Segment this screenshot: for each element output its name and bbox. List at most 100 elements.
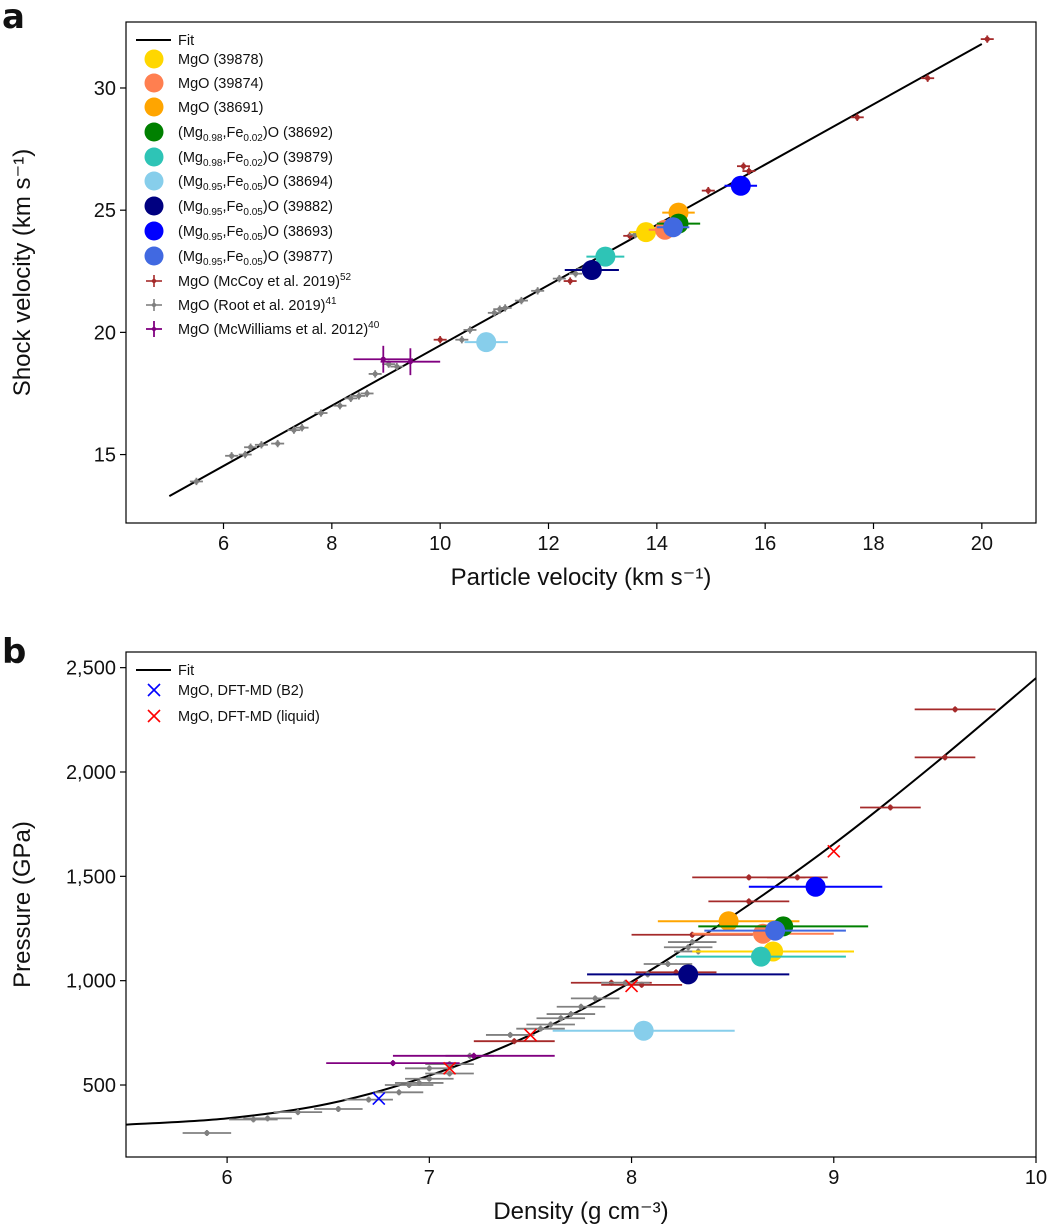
a-literature-point xyxy=(287,426,301,434)
a-literature-point xyxy=(514,296,528,305)
a-xtick-label: 6 xyxy=(218,533,229,555)
b-sample-point xyxy=(676,946,846,967)
a-sample-marker xyxy=(581,260,602,281)
panel-letter-a: a xyxy=(2,0,25,37)
b-plot-area xyxy=(126,677,1036,1137)
a-sample-point xyxy=(656,217,690,238)
a-xtick-label: 12 xyxy=(537,533,559,555)
b-literature-point xyxy=(405,1075,454,1082)
b-dft-point xyxy=(624,979,639,993)
legend-a-marker-fe05-38694 xyxy=(144,171,164,191)
a-xtick-label: 18 xyxy=(862,533,884,555)
b-literature-point xyxy=(273,1109,323,1116)
legend-b-label-b2: MgO, DFT-MD (B2) xyxy=(178,683,304,699)
a-xtick-label: 8 xyxy=(326,533,337,555)
a-sample-point xyxy=(586,246,625,267)
b-sample-marker xyxy=(765,920,786,941)
legend-a-marker-mgo-38691 xyxy=(144,97,164,117)
a-xaxis-label: Particle velocity (km s⁻¹) xyxy=(451,564,712,591)
a-literature-point xyxy=(463,326,477,334)
a-literature-point xyxy=(569,270,583,278)
panel-a-legend: Fit MgO (39878) MgO (39874) MgO (38691) … xyxy=(136,33,380,338)
a-literature-point xyxy=(742,167,756,175)
panel-b-legend: Fit MgO, DFT-MD (B2) MgO, DFT-MD (liquid… xyxy=(136,663,320,725)
b-literature-point xyxy=(708,898,790,905)
a-sample-point xyxy=(724,175,758,196)
a-literature-point xyxy=(353,345,414,373)
a-literature-point xyxy=(921,74,935,82)
a-literature-point xyxy=(455,336,469,344)
b-literature-point xyxy=(425,1070,474,1077)
b-xtick-label: 8 xyxy=(626,1167,637,1189)
a-literature-point xyxy=(271,439,285,448)
b-sample-marker xyxy=(633,1020,654,1041)
panel-b: b 6 7 8 9 10 500 1,000 1,500 2,000 2,500 Density (… xyxy=(2,632,1047,1225)
b-dft-point xyxy=(827,844,841,858)
legend-a-label-mgo-38691: MgO (38691) xyxy=(178,100,263,116)
b-xtick-label: 6 xyxy=(222,1167,233,1189)
b-literature-point xyxy=(243,1115,292,1122)
a-sample-marker xyxy=(595,246,616,267)
a-literature-point xyxy=(980,35,994,43)
a-literature-point xyxy=(433,336,447,344)
a-xtick-label: 14 xyxy=(646,533,668,555)
a-literature-point xyxy=(344,394,358,403)
b-literature-point xyxy=(326,1060,460,1067)
a-yaxis-label: Shock velocity (km s⁻¹) xyxy=(9,149,36,396)
legend-a-label-mcwilliams: MgO (McWilliams et al. 2012)40 xyxy=(178,320,380,338)
a-literature-point xyxy=(238,450,252,459)
b-literature-point xyxy=(667,939,717,946)
legend-a-marker-mccoy xyxy=(146,275,162,287)
a-xtick-label: 16 xyxy=(754,533,776,555)
b-literature-point xyxy=(516,1025,565,1032)
legend-b-fit-label: Fit xyxy=(178,663,194,679)
a-literature-point xyxy=(244,443,258,451)
legend-a-label-root: MgO (Root et al. 2019)41 xyxy=(178,296,337,314)
legend-a-marker-mgo-39878 xyxy=(144,49,164,69)
b-literature-point xyxy=(392,1052,555,1059)
a-plot-area xyxy=(168,35,994,497)
a-ytick-label: 15 xyxy=(94,445,116,467)
a-literature-point xyxy=(850,113,864,121)
b-dft-point xyxy=(372,1092,386,1106)
a-sample-point xyxy=(564,260,619,281)
legend-a-marker-fe05-39882 xyxy=(144,196,164,216)
legend-a-label-mgo-39874: MgO (39874) xyxy=(178,76,263,92)
b-literature-point xyxy=(914,754,976,761)
a-literature-point xyxy=(552,274,566,283)
b-xtick-label: 10 xyxy=(1025,1167,1047,1189)
a-literature-point xyxy=(360,389,374,398)
a-ytick-label: 30 xyxy=(94,78,116,100)
legend-b-marker-b2 xyxy=(147,683,161,697)
b-literature-point xyxy=(182,1130,232,1137)
a-xtick-label: 10 xyxy=(429,533,451,555)
a-literature-point xyxy=(701,186,715,195)
a-ytick-label: 20 xyxy=(94,322,116,344)
b-literature-point xyxy=(394,1079,444,1086)
b-sample-marker xyxy=(805,876,826,897)
legend-a-marker-fe02-38692 xyxy=(144,122,164,142)
a-sample-point xyxy=(464,332,508,353)
panel-a-frame xyxy=(125,21,1037,524)
a-literature-point xyxy=(487,309,501,317)
a-literature-point xyxy=(225,452,239,460)
legend-a-marker-mgo-39874 xyxy=(144,73,164,93)
legend-a-fit-label: Fit xyxy=(178,33,194,49)
b-sample-marker xyxy=(678,964,699,985)
panel-b-axes: 6 7 8 9 10 500 1,000 1,500 2,000 2,500 Density (g … xyxy=(9,658,1047,1225)
a-literature-point xyxy=(390,362,404,371)
b-ytick-label: 500 xyxy=(83,1075,116,1097)
b-literature-point xyxy=(663,944,713,951)
b-literature-point xyxy=(405,1065,454,1072)
b-literature-point xyxy=(914,706,996,713)
legend-a-marker-root xyxy=(146,299,162,311)
b-literature-point xyxy=(473,1038,555,1045)
b-xtick-label: 9 xyxy=(828,1167,839,1189)
a-xtick-label: 20 xyxy=(971,533,993,555)
a-sample-marker xyxy=(636,222,656,243)
b-xaxis-label: Density (g cm⁻³) xyxy=(493,1198,668,1225)
b-literature-point xyxy=(556,1003,606,1010)
b-literature-point xyxy=(314,1106,363,1113)
